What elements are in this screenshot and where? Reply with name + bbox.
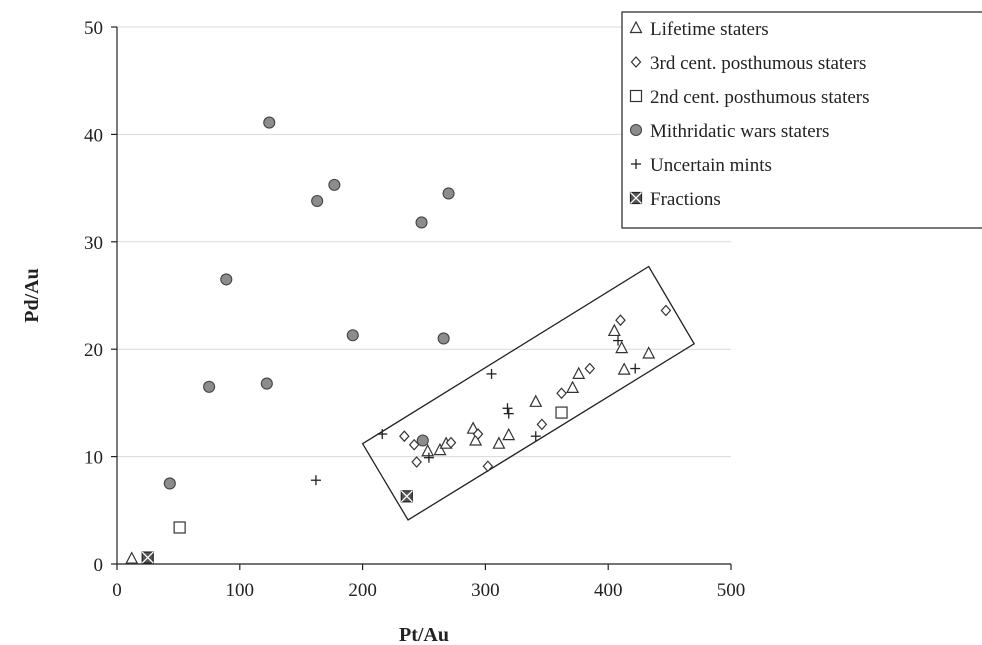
y-tick-label-40: 40: [84, 125, 103, 146]
point-diamond-8: [584, 362, 596, 375]
point-plus-3: [486, 368, 497, 379]
legend-label-plus: Uncertain mints: [650, 155, 772, 176]
point-diamond-4: [472, 428, 484, 440]
point-circle-10: [437, 332, 450, 345]
point-triangle-7: [502, 427, 516, 441]
point-triangle-12: [615, 340, 629, 354]
x-axis-title: Pt/Au: [399, 624, 449, 645]
point-diamond-3: [445, 436, 457, 449]
point-crossed-square-1: [400, 490, 413, 503]
point-diamond-2: [411, 456, 422, 468]
point-triangle-11: [607, 323, 621, 337]
point-diamond-6: [536, 418, 548, 431]
point-circle-7: [346, 329, 359, 342]
y-tick-label-20: 20: [84, 340, 103, 361]
point-circle-2: [220, 273, 233, 286]
x-tick-label-400: 400: [594, 580, 623, 601]
legend-label-triangle: Lifetime staters: [650, 19, 769, 40]
point-square-0: [173, 521, 186, 534]
legend-label-crossed-square: Fractions: [650, 189, 721, 210]
y-axis-title: Pd/Au: [21, 268, 43, 322]
point-diamond-0: [399, 430, 410, 443]
x-tick-label-0: 0: [112, 580, 122, 601]
point-circle-8: [415, 216, 428, 229]
point-plus-5: [503, 408, 514, 419]
point-circle-6: [328, 178, 341, 191]
point-circle-4: [263, 116, 276, 129]
y-tick-label-0: 0: [94, 555, 104, 576]
legend-item-crossed-square: Fractions: [629, 189, 721, 210]
point-circle-1: [203, 380, 216, 393]
point-triangle-13: [617, 362, 631, 375]
point-square-1: [555, 406, 568, 419]
legend-item-diamond: 3rd cent. posthumous staters: [630, 53, 866, 74]
point-diamond-10: [660, 304, 672, 317]
legend-box: [621, 11, 982, 229]
point-diamond-7: [556, 387, 567, 400]
point-triangle-9: [566, 380, 580, 393]
point-plus-2: [423, 452, 434, 463]
point-plus-0: [310, 475, 321, 486]
point-triangle-8: [529, 394, 543, 407]
y-tick-label-10: 10: [84, 448, 103, 469]
point-circle-11: [442, 187, 455, 200]
legend-marker-circle: [629, 123, 643, 137]
point-triangle-0: [125, 551, 139, 564]
point-diamond-9: [615, 314, 626, 327]
point-triangle-6: [492, 436, 506, 449]
point-diamond-1: [408, 438, 420, 451]
x-tick-label-300: 300: [471, 580, 500, 601]
ticks-layer: 0 100 200 300 400 500 0 10 20 30 40 50: [84, 18, 745, 601]
point-triangle-4: [466, 421, 480, 434]
point-triangle-1: [421, 443, 435, 457]
legend-marker-crossed-square: [629, 191, 643, 205]
x-tick-label-200: 200: [348, 580, 377, 601]
legend-label-diamond: 3rd cent. posthumous staters: [650, 53, 866, 74]
legend: Lifetime staters 3rd cent. posthumous sta…: [621, 11, 982, 229]
legend-items: Lifetime staters 3rd cent. posthumous sta…: [629, 19, 870, 210]
legend-item-plus: Uncertain mints: [631, 155, 772, 176]
y-tick-label-30: 30: [84, 233, 103, 254]
point-plus-4: [502, 403, 513, 414]
point-plus-6: [530, 431, 541, 442]
highlight-box-0: [361, 265, 696, 521]
annotation-layer: [361, 265, 696, 521]
point-plus-8: [630, 363, 641, 374]
point-triangle-2: [433, 442, 447, 456]
axes-layer: [116, 27, 731, 565]
points-layer: [125, 116, 672, 564]
point-crossed-square-0: [141, 551, 154, 564]
point-diamond-5: [482, 460, 494, 473]
legend-label-circle: Mithridatic wars staters: [650, 121, 829, 142]
point-circle-3: [260, 377, 273, 390]
legend-item-triangle: Lifetime staters: [629, 19, 769, 40]
legend-item-square: 2nd cent. posthumous staters: [629, 87, 870, 108]
point-triangle-5: [469, 433, 483, 446]
legend-marker-diamond: [630, 56, 642, 68]
x-tick-label-100: 100: [226, 580, 255, 601]
legend-marker-plus: [631, 159, 641, 169]
point-plus-1: [377, 429, 388, 440]
point-circle-0: [163, 477, 176, 490]
point-plus-7: [613, 335, 624, 346]
legend-label-square: 2nd cent. posthumous staters: [650, 87, 870, 108]
point-circle-5: [311, 194, 324, 208]
point-triangle-10: [572, 366, 586, 380]
point-circle-9: [416, 434, 429, 447]
legend-marker-square: [629, 89, 643, 103]
legend-marker-triangle: [629, 20, 643, 34]
x-tick-label-500: 500: [717, 580, 746, 601]
legend-item-circle: Mithridatic wars staters: [629, 121, 829, 142]
y-tick-label-50: 50: [84, 18, 103, 39]
point-triangle-14: [642, 346, 656, 359]
